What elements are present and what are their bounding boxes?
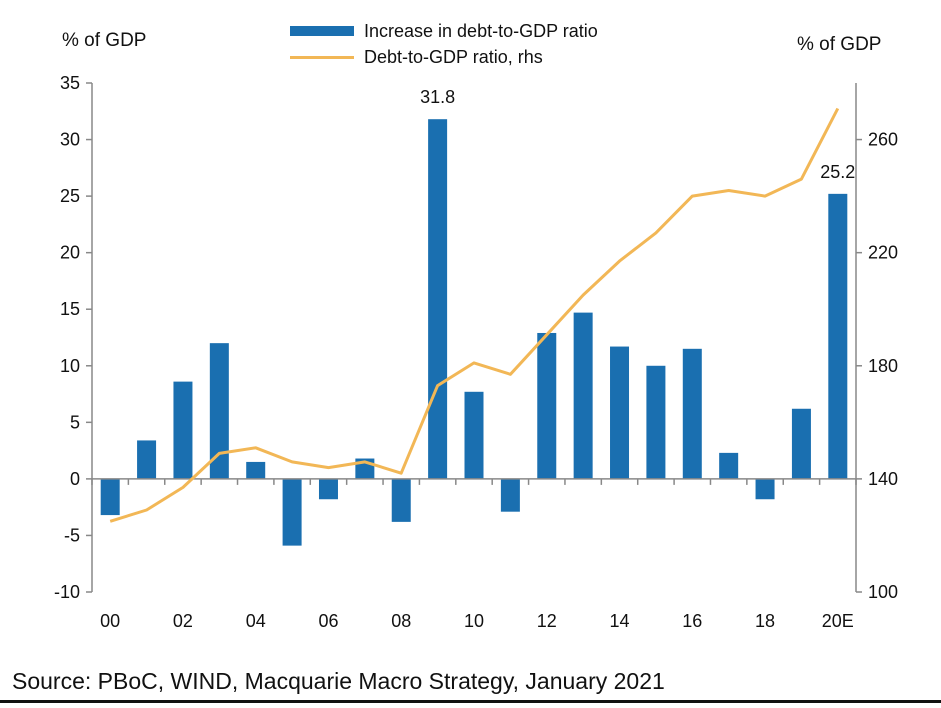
x-tick-label-00: 00 [100,611,120,631]
bar-10 [464,391,484,479]
x-tick-label-08: 08 [391,611,411,631]
x-tick-label-04: 04 [246,611,266,631]
bar-03 [209,343,229,479]
chart-plot-area: -10 -5 0 5 10 15 20 25 30 35 100 140 180 220 260 00 02 04… [54,73,898,631]
legend-item-bars: Increase in debt-to-GDP ratio [290,18,598,44]
right-tick-label: 180 [868,356,898,376]
legend: Increase in debt-to-GDP ratio Debt-to-GD… [290,18,598,70]
left-tick-label: 10 [60,356,80,376]
bar-15 [646,365,666,479]
data-label-20E: 25.2 [820,162,855,182]
bar-16 [682,348,702,479]
left-tick-label: -10 [54,582,80,602]
left-tick-label: 15 [60,299,80,319]
bar-01 [137,440,157,479]
bar-12 [537,332,557,479]
bar-00 [100,478,120,516]
right-tick-label: 220 [868,243,898,263]
bar-09 [428,119,448,479]
bar-08 [391,478,411,522]
debt-to-gdp-line [109,107,840,523]
legend-bar-label: Increase in debt-to-GDP ratio [364,20,598,41]
legend-line-label: Debt-to-GDP ratio, rhs [364,46,543,67]
legend-line-swatch [290,55,354,59]
x-tick-label-18: 18 [755,611,775,631]
right-axis-unit-label: % of GDP [797,34,882,55]
left-tick-label: 20 [60,243,80,263]
data-label-09: 31.8 [420,87,455,107]
x-tick-label-02: 02 [173,611,193,631]
legend-bar-swatch [290,26,354,36]
legend-item-line: Debt-to-GDP ratio, rhs [290,44,598,70]
left-tick-label: 5 [70,412,80,432]
bar-04 [246,461,266,479]
left-tick-label: 30 [60,130,80,150]
bar-19 [791,408,811,479]
bar-05 [282,478,302,546]
bottom-rule [0,700,941,703]
bar-11 [500,478,520,512]
left-tick-label: 35 [60,73,80,93]
x-tick-label-16: 16 [682,611,702,631]
bar-02 [173,381,193,479]
left-axis-unit-label: % of GDP [62,30,147,51]
bar-14 [610,346,630,479]
bar-17 [719,452,739,479]
x-tick-label-06: 06 [318,611,338,631]
x-tick-label-14: 14 [610,611,630,631]
right-tick-label: 100 [868,582,898,602]
x-tick-label-12: 12 [537,611,557,631]
left-tick-label: 0 [70,469,80,489]
right-tick-label: 260 [868,130,898,150]
bar-18 [755,478,775,500]
left-tick-label: -5 [64,525,80,545]
bar-06 [318,478,338,500]
bar-13 [573,312,593,479]
x-tick-label-10: 10 [464,611,484,631]
x-tick-label-20E: 20E [822,611,854,631]
right-tick-label: 140 [868,469,898,489]
bar-20E [828,193,848,479]
left-tick-label: 25 [60,186,80,206]
source-note: Source: PBoC, WIND, Macquarie Macro Stra… [12,668,665,694]
